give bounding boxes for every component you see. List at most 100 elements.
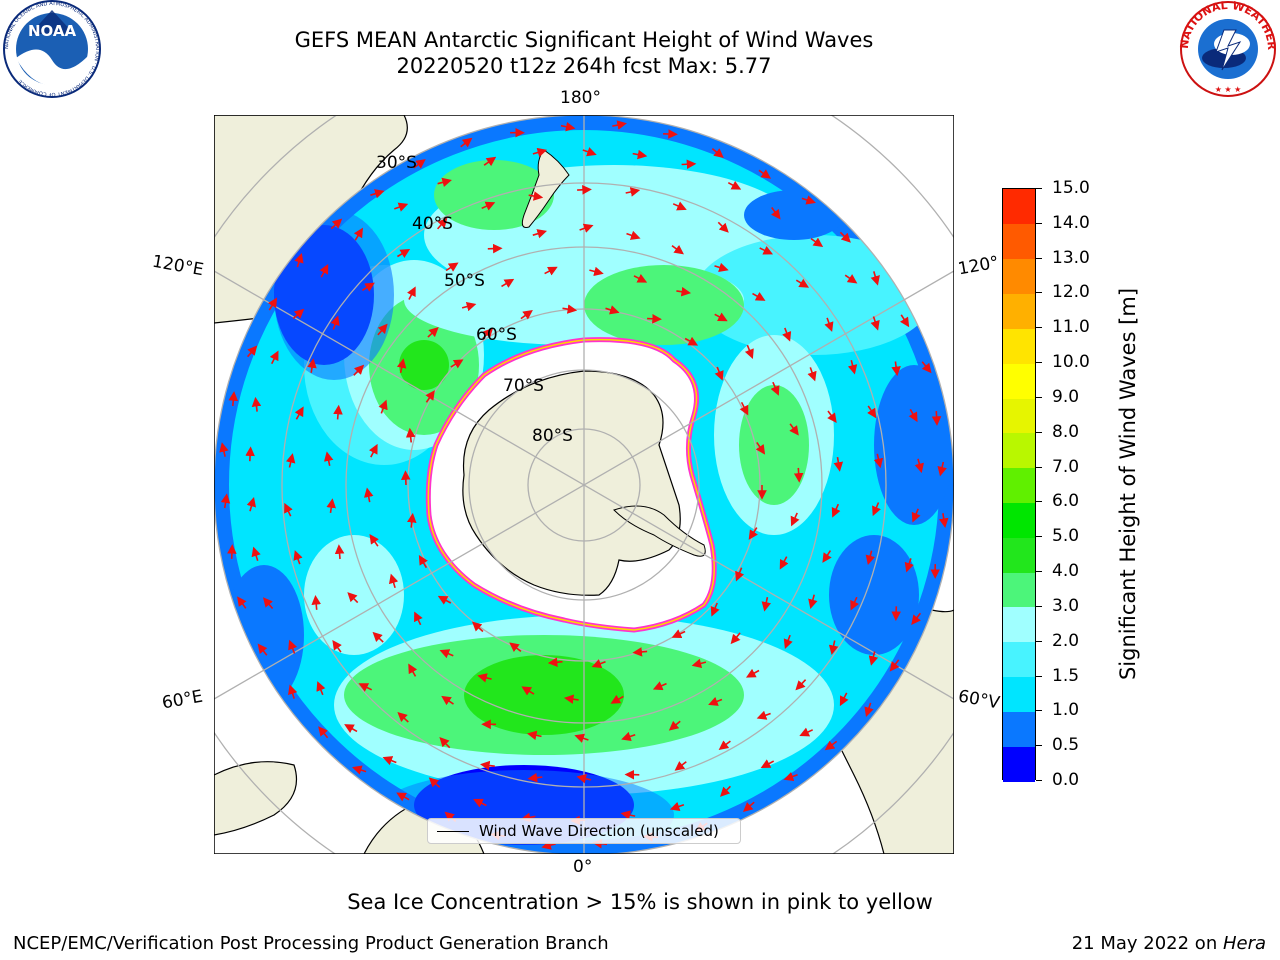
colorbar-tick-label: 3.0 [1052,595,1080,616]
graticule [214,115,954,854]
wave-direction-arrow [460,137,473,148]
wave-direction-arrow [795,679,807,691]
footer-date-text: 21 May 2022 on [1071,933,1223,954]
wave-direction-arrow [671,244,684,255]
wave-direction-arrow [483,156,497,167]
wave-direction-arrow [294,406,304,420]
wave-direction-arrow [547,657,563,667]
colorbar-tick-label: 5.0 [1052,526,1080,547]
wave-direction-arrow [220,493,231,509]
colorbar-band [1003,363,1035,399]
wave-direction-arrow [292,308,305,320]
colorbar-band [1003,676,1035,712]
wave-direction-arrow [674,761,687,771]
wave-direction-arrow [714,262,729,273]
colorbar-tick-label: 6.0 [1052,491,1080,512]
colorbar-tick [1036,327,1042,329]
wave-direction-arrow [372,631,384,643]
wave-direction-arrow [269,350,279,365]
wave-direction-arrow [668,720,681,731]
colorbar-band [1003,641,1035,678]
colorbar-band [1003,572,1035,608]
wave-direction-arrow [782,327,792,342]
colorbar-tick [1036,257,1042,259]
wave-direction-arrow [481,201,496,211]
colorbar-band [1003,293,1035,329]
wave-direction-arrow [332,639,342,653]
wave-direction-arrow [245,446,255,462]
wave-direction-arrow [889,659,900,672]
wave-direction-arrow [681,159,697,170]
colorbar-tick-label: 0.0 [1052,770,1080,790]
wave-direction-arrow [294,253,304,268]
wave-direction-arrow [501,278,515,288]
wave-direction-arrow [267,297,278,311]
wave-direction-arrow [870,271,880,286]
wave-direction-arrow [418,554,428,569]
wave-direction-arrow [347,592,359,604]
wave-direction-arrow [621,731,636,742]
colorbar-band [1003,606,1035,643]
colorbar-band [1003,746,1035,782]
wave-direction-arrow [330,315,340,330]
wave-direction-arrow [795,278,810,288]
wave-direction-arrow [396,792,410,802]
colorbar-tick [1036,536,1042,538]
wave-direction-arrow [799,727,814,737]
wave-direction-arrow [318,726,329,739]
wave-direction-arrow [632,149,648,160]
wave-direction-arrow [414,611,423,626]
wave-direction-arrow [605,305,620,315]
wave-direction-arrow [739,401,749,416]
colorbar-tick [1036,292,1042,294]
lon-label-120e: 120°E [150,251,206,281]
wave-direction-arrow [824,317,834,332]
wave-direction-arrow [760,759,775,769]
colorbar-tick [1036,362,1042,364]
wave-direction-arrow [219,442,229,457]
wave-direction-arrow [307,358,317,373]
wave-direction-arrow [382,756,397,766]
wave-direction-arrow [363,487,374,503]
colorbar-band [1003,397,1035,434]
wave-direction-arrow [520,310,533,320]
wave-direction-arrow [789,423,799,436]
colorbar-label-text: Significant Height of Wind Waves [m] [1116,287,1140,681]
wave-direction-arrow [293,550,303,565]
colorbar-band [1003,258,1035,295]
wave-direction-arrow [691,658,707,669]
wave-direction-arrow [526,730,542,741]
wave-direction-arrow [808,594,818,610]
colorbar-band [1003,502,1035,538]
wave-direction-arrow [620,810,636,820]
wave-direction-arrow [461,301,477,312]
wave-direction-arrow [428,777,441,788]
wave-direction-arrow [770,381,780,396]
wave-direction-arrow [591,659,606,669]
colorbar-tick-label: 2.0 [1052,630,1080,651]
wave-direction-arrow [839,231,851,243]
colorbar-band [1003,223,1035,260]
wave-direction-arrow [520,812,536,823]
wave-direction-arrow [891,361,901,377]
wave-direction-arrow [246,496,257,512]
map-legend: Wind Wave Direction (unscaled) [427,818,741,844]
wave-direction-arrow [413,159,426,169]
map-panel[interactable]: 30°S 40°S 50°S 60°S 70°S 80°S [214,115,954,854]
wave-direction-arrow [330,218,343,230]
wave-direction-arrow [873,453,884,469]
wave-direction-arrow [323,451,334,466]
wave-direction-arrow [632,647,648,657]
lon-label-60e: 60°E [160,686,205,714]
colorbar-tick-label: 7.0 [1052,456,1080,477]
wave-direction-arrow [532,147,548,158]
colorbar-tick-label: 9.0 [1052,386,1080,407]
colorbar-tick [1036,222,1042,224]
wave-direction-arrow [436,217,448,230]
legend-text: Wind Wave Direction (unscaled) [479,822,719,840]
colorbar-tick [1036,780,1042,781]
footer-date: 21 May 2022 on Hera [1072,933,1266,954]
wave-direction-arrow [745,668,760,678]
wave-direction-arrow [257,643,268,656]
wave-direction-arrow [228,391,239,406]
